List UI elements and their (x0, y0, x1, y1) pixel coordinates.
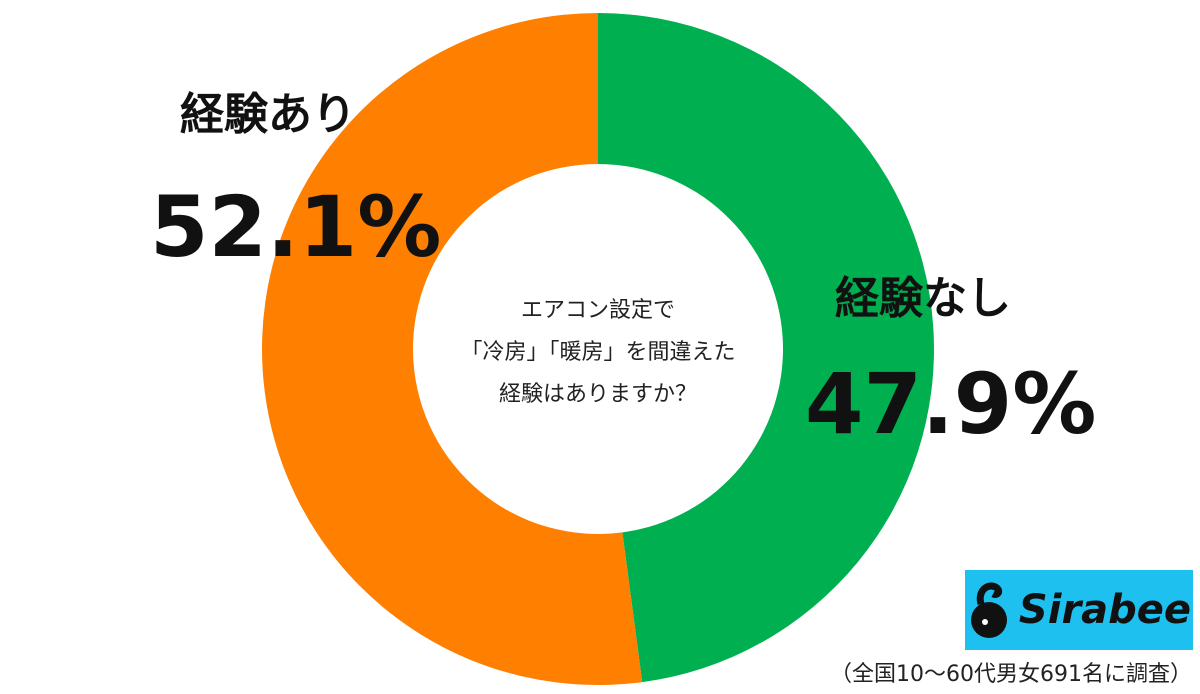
label-category-no: 経験なし (835, 273, 1011, 324)
sirabee-swan-icon (970, 582, 1007, 638)
logo-text: Sirabee (1018, 587, 1192, 633)
sirabee-logo: Sirabee (965, 570, 1193, 650)
label-value-no: 47.9% (805, 355, 1097, 453)
donut-slice-0 (598, 13, 934, 683)
label-category-yes: 経験あり (180, 89, 356, 140)
question-line-1: エアコン設定で (520, 298, 676, 323)
chart-question: エアコン設定で 「冷房」「暖房」を間違えた 経験はありますか？ (460, 290, 735, 416)
question-line-3: 経験はありますか？ (498, 382, 698, 407)
footnote: （全国10〜60代男女691名に調査） (830, 662, 1192, 687)
label-value-yes: 52.1% (150, 178, 442, 276)
donut-slice-1 (261, 13, 643, 685)
question-line-2: 「冷房」「暖房」を間違えた (460, 340, 736, 365)
